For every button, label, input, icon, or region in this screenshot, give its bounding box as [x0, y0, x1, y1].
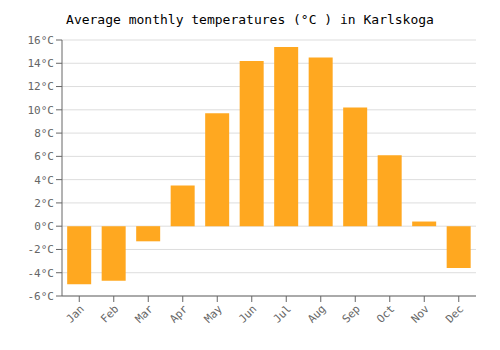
svg-text:10°C: 10°C	[28, 104, 55, 117]
svg-text:Dec: Dec	[443, 302, 466, 325]
svg-text:0°C: 0°C	[34, 220, 54, 233]
svg-text:Sep: Sep	[340, 302, 363, 325]
svg-text:Jun: Jun	[236, 302, 259, 325]
svg-text:Aug: Aug	[305, 302, 328, 325]
svg-text:Feb: Feb	[98, 302, 121, 325]
svg-text:8°C: 8°C	[34, 127, 54, 140]
svg-text:May: May	[202, 302, 226, 326]
svg-text:14°C: 14°C	[28, 57, 55, 70]
svg-text:4°C: 4°C	[34, 174, 54, 187]
svg-text:Nov: Nov	[409, 302, 433, 326]
svg-text:Oct: Oct	[374, 302, 397, 325]
svg-text:-6°C: -6°C	[28, 290, 55, 303]
svg-text:16°C: 16°C	[28, 34, 55, 47]
svg-text:12°C: 12°C	[28, 80, 55, 93]
svg-text:-2°C: -2°C	[28, 243, 55, 256]
svg-text:2°C: 2°C	[34, 197, 54, 210]
svg-text:-4°C: -4°C	[28, 267, 55, 280]
html-text:Average monthly temperatures (: Average monthly temperatures (°C ) in Ka…	[66, 12, 434, 27]
svg-text:Mar: Mar	[133, 302, 157, 326]
svg-text:Jul: Jul	[271, 302, 294, 325]
svg-text:6°C: 6°C	[34, 150, 54, 163]
svg-text:Apr: Apr	[167, 302, 191, 326]
svg-text:Jan: Jan	[64, 302, 87, 325]
